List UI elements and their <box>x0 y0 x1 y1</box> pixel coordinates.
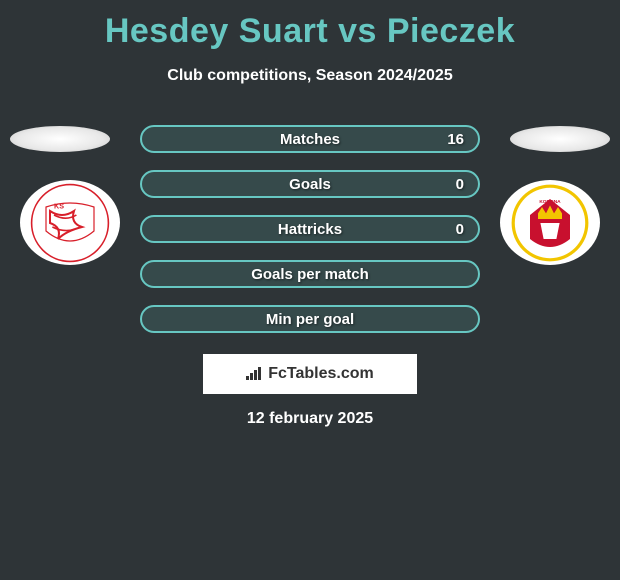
player-left-avatar <box>10 126 110 152</box>
stat-value: 0 <box>456 176 464 193</box>
club-left-badge: KS <box>20 180 120 265</box>
site-attribution: FcTables.com <box>203 354 417 394</box>
player-right-avatar <box>510 126 610 152</box>
chart-icon <box>246 366 262 383</box>
site-label: FcTables.com <box>268 365 374 383</box>
stat-row-matches: Matches 16 <box>140 125 480 153</box>
stat-label: Goals per match <box>251 266 369 283</box>
page-title: Hesdey Suart vs Pieczek <box>0 0 620 51</box>
stat-row-hattricks: Hattricks 0 <box>140 215 480 243</box>
stat-label: Min per goal <box>266 311 354 328</box>
stat-row-goals: Goals 0 <box>140 170 480 198</box>
cracovia-logo-icon: KS <box>30 183 110 263</box>
page-subtitle: Club competitions, Season 2024/2025 <box>0 67 620 85</box>
date-text: 12 february 2025 <box>0 410 620 428</box>
korona-logo-icon: KORONA <box>510 183 590 263</box>
svg-text:KS: KS <box>54 201 64 210</box>
stat-label: Matches <box>280 131 340 148</box>
svg-text:KORONA: KORONA <box>539 199 561 205</box>
club-right-badge: KORONA <box>500 180 600 265</box>
stat-row-min-per-goal: Min per goal <box>140 305 480 333</box>
stat-row-goals-per-match: Goals per match <box>140 260 480 288</box>
stats-container: Matches 16 Goals 0 Hattricks 0 Goals per… <box>140 125 480 350</box>
stat-value: 0 <box>456 221 464 238</box>
stat-value: 16 <box>447 131 464 148</box>
stat-label: Hattricks <box>278 221 342 238</box>
stat-label: Goals <box>289 176 331 193</box>
